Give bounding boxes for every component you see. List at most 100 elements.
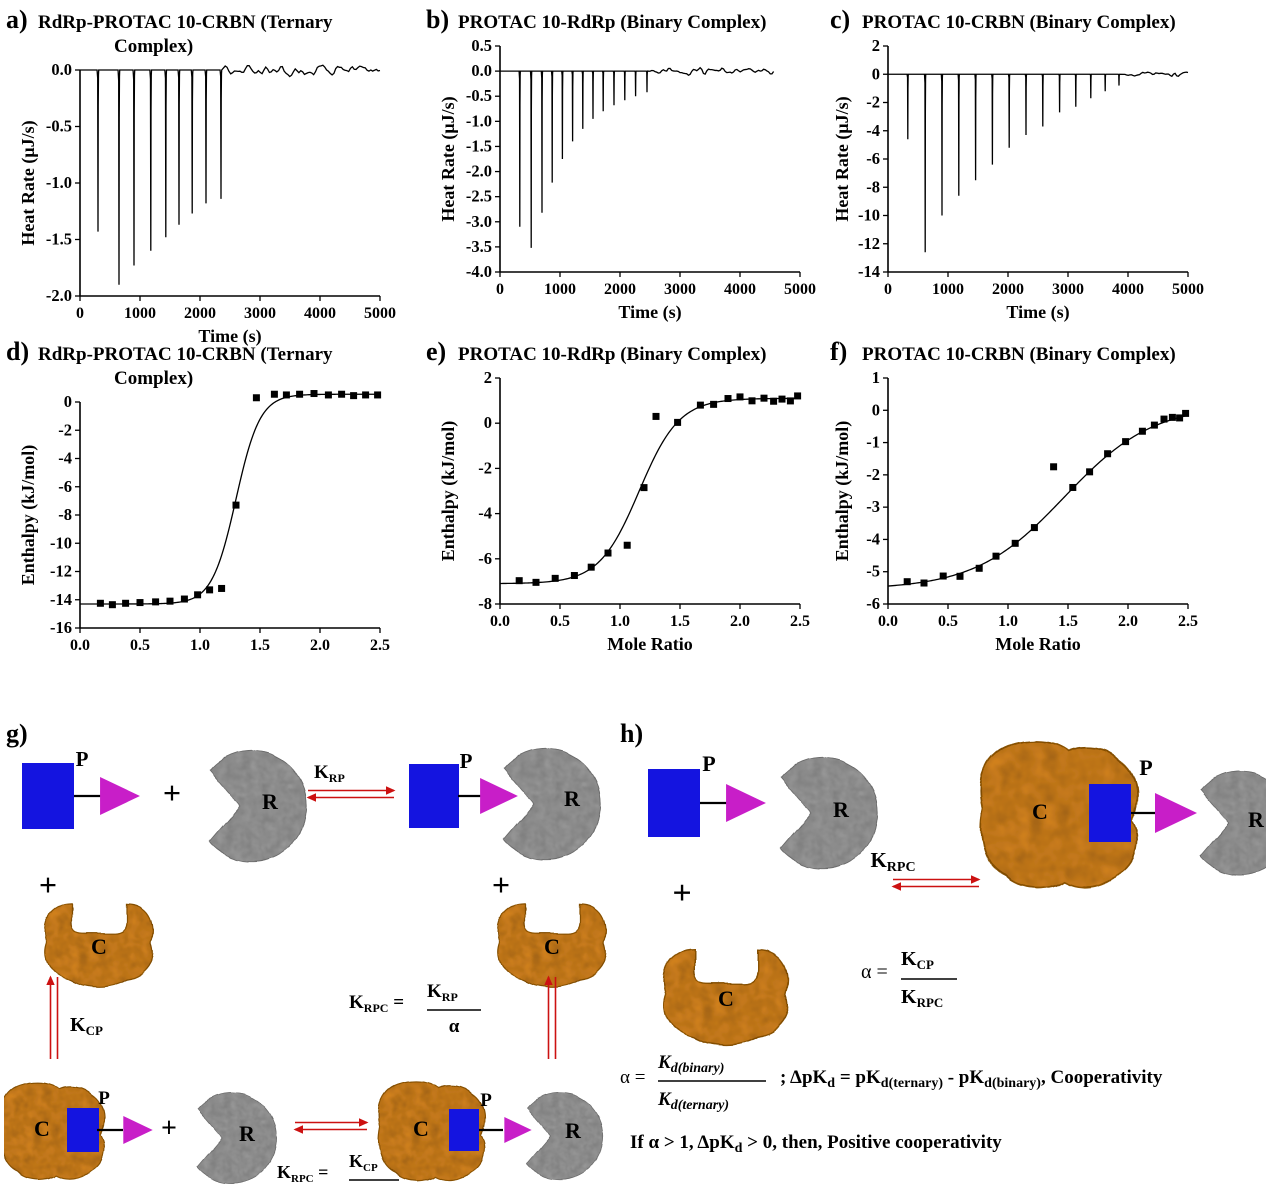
svg-text:-1.0: -1.0 bbox=[46, 173, 72, 192]
svg-text:P: P bbox=[702, 751, 715, 776]
svg-text:-0.5: -0.5 bbox=[466, 86, 492, 105]
svg-text:KRPC: KRPC bbox=[901, 986, 943, 1010]
svg-text:0.5: 0.5 bbox=[550, 613, 570, 630]
svg-text:-10: -10 bbox=[858, 206, 880, 225]
svg-text:R: R bbox=[1248, 807, 1265, 832]
svg-text:2: 2 bbox=[872, 36, 880, 55]
svg-text:-12: -12 bbox=[50, 562, 72, 581]
svg-text:1.0: 1.0 bbox=[998, 613, 1018, 630]
svg-text:Mole Ratio: Mole Ratio bbox=[607, 634, 692, 654]
svg-text:-1: -1 bbox=[866, 433, 880, 452]
svg-text:2.5: 2.5 bbox=[1178, 613, 1198, 630]
svg-text:PROTAC 10-RdRp (Binary Complex: PROTAC 10-RdRp (Binary Complex) bbox=[458, 12, 766, 33]
svg-text:α =: α = bbox=[620, 1067, 645, 1088]
svg-text:PROTAC 10-RdRp (Binary Complex: PROTAC 10-RdRp (Binary Complex) bbox=[458, 344, 766, 365]
svg-text:3000: 3000 bbox=[1052, 281, 1084, 298]
svg-text:Complex): Complex) bbox=[114, 368, 193, 389]
svg-text:1.5: 1.5 bbox=[1058, 613, 1078, 630]
svg-text:Enthalpy (kJ/mol): Enthalpy (kJ/mol) bbox=[832, 421, 853, 562]
svg-text:-2.5: -2.5 bbox=[466, 187, 492, 206]
svg-text:-0.5: -0.5 bbox=[46, 117, 72, 136]
svg-text:PROTAC 10-CRBN (Binary Complex: PROTAC 10-CRBN (Binary Complex) bbox=[862, 12, 1176, 33]
svg-text:R: R bbox=[564, 786, 581, 811]
svg-text:-16: -16 bbox=[50, 618, 72, 637]
svg-text:+: + bbox=[161, 1113, 177, 1144]
svg-text:-14: -14 bbox=[858, 262, 880, 281]
svg-text:-6: -6 bbox=[866, 149, 880, 168]
svg-text:KRPC =: KRPC = bbox=[277, 1162, 328, 1185]
svg-text:-4: -4 bbox=[478, 504, 492, 523]
svg-text:2.0: 2.0 bbox=[730, 613, 750, 630]
svg-text:Time (s): Time (s) bbox=[618, 302, 681, 323]
svg-text:2.5: 2.5 bbox=[790, 613, 810, 630]
svg-text:+: + bbox=[163, 775, 181, 811]
svg-text:C: C bbox=[544, 934, 560, 959]
svg-text:-8: -8 bbox=[478, 594, 492, 613]
svg-text:1.5: 1.5 bbox=[670, 613, 690, 630]
svg-text:KRP: KRP bbox=[427, 981, 458, 1004]
svg-text:-4: -4 bbox=[866, 121, 880, 140]
svg-text:-2.0: -2.0 bbox=[46, 286, 72, 305]
svg-text:; ΔpKd = pKd(ternary) - pKd(bi: ; ΔpKd = pKd(ternary) - pKd(binary), Coo… bbox=[780, 1067, 1163, 1091]
svg-text:+: + bbox=[672, 875, 691, 912]
svg-text:0: 0 bbox=[496, 281, 504, 298]
svg-text:RdRp-PROTAC 10-CRBN (Ternary: RdRp-PROTAC 10-CRBN (Ternary bbox=[38, 12, 333, 33]
svg-text:+: + bbox=[39, 867, 57, 903]
svg-text:-8: -8 bbox=[58, 505, 72, 524]
svg-text:e): e) bbox=[426, 338, 446, 366]
svg-text:4000: 4000 bbox=[724, 281, 756, 298]
svg-text:P: P bbox=[76, 747, 89, 771]
svg-text:1000: 1000 bbox=[932, 281, 964, 298]
svg-text:2.0: 2.0 bbox=[1118, 613, 1138, 630]
svg-text:-1.0: -1.0 bbox=[466, 111, 492, 130]
svg-text:RdRp-PROTAC 10-CRBN (Ternary: RdRp-PROTAC 10-CRBN (Ternary bbox=[38, 344, 333, 365]
svg-text:2.5: 2.5 bbox=[370, 637, 390, 654]
svg-text:P: P bbox=[460, 749, 473, 773]
svg-text:C: C bbox=[91, 934, 107, 959]
svg-text:2000: 2000 bbox=[184, 305, 216, 322]
svg-text:0.5: 0.5 bbox=[130, 637, 150, 654]
svg-text:Kd(ternary): Kd(ternary) bbox=[657, 1089, 729, 1113]
svg-text:1000: 1000 bbox=[124, 305, 156, 322]
svg-text:2000: 2000 bbox=[604, 281, 636, 298]
svg-text:0.0: 0.0 bbox=[878, 613, 898, 630]
svg-text:a): a) bbox=[6, 6, 28, 34]
svg-text:3000: 3000 bbox=[244, 305, 276, 322]
svg-text:2000: 2000 bbox=[992, 281, 1024, 298]
svg-text:3000: 3000 bbox=[664, 281, 696, 298]
svg-text:-2: -2 bbox=[58, 420, 72, 439]
svg-text:0: 0 bbox=[884, 281, 892, 298]
svg-text:-1.5: -1.5 bbox=[46, 230, 72, 249]
svg-text:f): f) bbox=[830, 338, 847, 366]
svg-text:-2: -2 bbox=[478, 458, 492, 477]
svg-text:C: C bbox=[718, 986, 734, 1011]
svg-text:-6: -6 bbox=[866, 594, 880, 613]
svg-text:0: 0 bbox=[872, 400, 880, 419]
svg-text:If α > 1, ΔpKd > 0, then, Posi: If α > 1, ΔpKd > 0, then, Positive coope… bbox=[630, 1132, 1002, 1156]
svg-text:5000: 5000 bbox=[1172, 281, 1204, 298]
svg-text:0.0: 0.0 bbox=[471, 61, 492, 80]
svg-text:KRPC: KRPC bbox=[870, 848, 915, 875]
svg-text:KCP: KCP bbox=[349, 1151, 378, 1174]
svg-text:g): g) bbox=[6, 719, 28, 748]
svg-text:Complex): Complex) bbox=[114, 36, 193, 57]
svg-text:-8: -8 bbox=[866, 177, 880, 196]
svg-text:0: 0 bbox=[64, 392, 72, 411]
svg-text:2.0: 2.0 bbox=[310, 637, 330, 654]
svg-text:-10: -10 bbox=[50, 533, 72, 552]
svg-text:R: R bbox=[262, 789, 279, 814]
svg-text:0.5: 0.5 bbox=[471, 36, 492, 55]
svg-text:P: P bbox=[1139, 755, 1152, 780]
svg-text:+: + bbox=[492, 867, 510, 903]
svg-text:1.0: 1.0 bbox=[190, 637, 210, 654]
svg-text:5000: 5000 bbox=[364, 305, 396, 322]
svg-text:0.0: 0.0 bbox=[51, 60, 72, 79]
svg-text:1.5: 1.5 bbox=[250, 637, 270, 654]
svg-text:-3.0: -3.0 bbox=[466, 212, 492, 231]
svg-text:-6: -6 bbox=[478, 549, 492, 568]
svg-text:KRP: KRP bbox=[314, 762, 345, 785]
svg-text:c): c) bbox=[830, 6, 850, 34]
svg-text:-2: -2 bbox=[866, 465, 880, 484]
svg-text:Time (s): Time (s) bbox=[1006, 302, 1069, 323]
svg-text:-4: -4 bbox=[58, 449, 72, 468]
